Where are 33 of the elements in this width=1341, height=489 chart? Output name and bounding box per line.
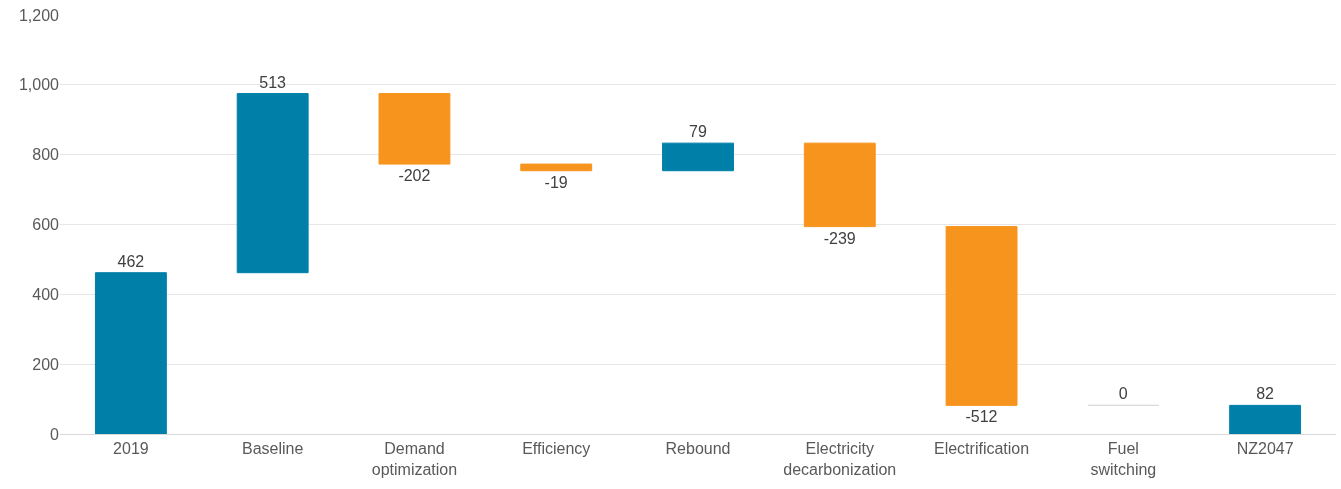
bar <box>94 272 167 434</box>
data-label: -19 <box>544 173 568 191</box>
y-tick-label: 600 <box>32 216 60 234</box>
data-label: 513 <box>259 73 287 91</box>
data-label: 79 <box>689 123 707 141</box>
bar <box>520 163 593 172</box>
x-tick-label: 2019 <box>113 440 149 458</box>
x-tick-label: Rebound <box>665 440 731 458</box>
bar <box>236 93 309 274</box>
x-tick-label: Electricity decarbonization <box>783 440 897 478</box>
data-label: -512 <box>965 408 998 426</box>
bar <box>378 93 451 165</box>
data-label: -202 <box>398 167 431 185</box>
x-tick-label: Electrification <box>933 440 1030 458</box>
y-tick-label: 800 <box>32 146 60 164</box>
x-tick-label: Fuel switching <box>1090 440 1157 478</box>
bar <box>1229 404 1302 434</box>
y-tick-label: 400 <box>32 285 60 303</box>
x-tick-label: Efficiency <box>522 440 591 458</box>
data-label: 462 <box>117 252 145 270</box>
bar <box>662 142 734 172</box>
y-tick-label: 1,200 <box>18 6 60 24</box>
bar <box>945 226 1018 406</box>
bar <box>803 142 876 228</box>
y-tick-label: 0 <box>50 425 60 443</box>
x-tick-label: Baseline <box>241 440 304 458</box>
data-label: 82 <box>1256 385 1275 403</box>
data-label: -239 <box>823 229 856 247</box>
x-tick-label: NZ2047 <box>1236 440 1294 458</box>
y-tick-label: 1,000 <box>18 76 60 94</box>
x-tick-label: Demand optimization <box>371 440 458 478</box>
y-tick-label: 200 <box>32 355 60 373</box>
data-label: 0 <box>1118 385 1128 403</box>
